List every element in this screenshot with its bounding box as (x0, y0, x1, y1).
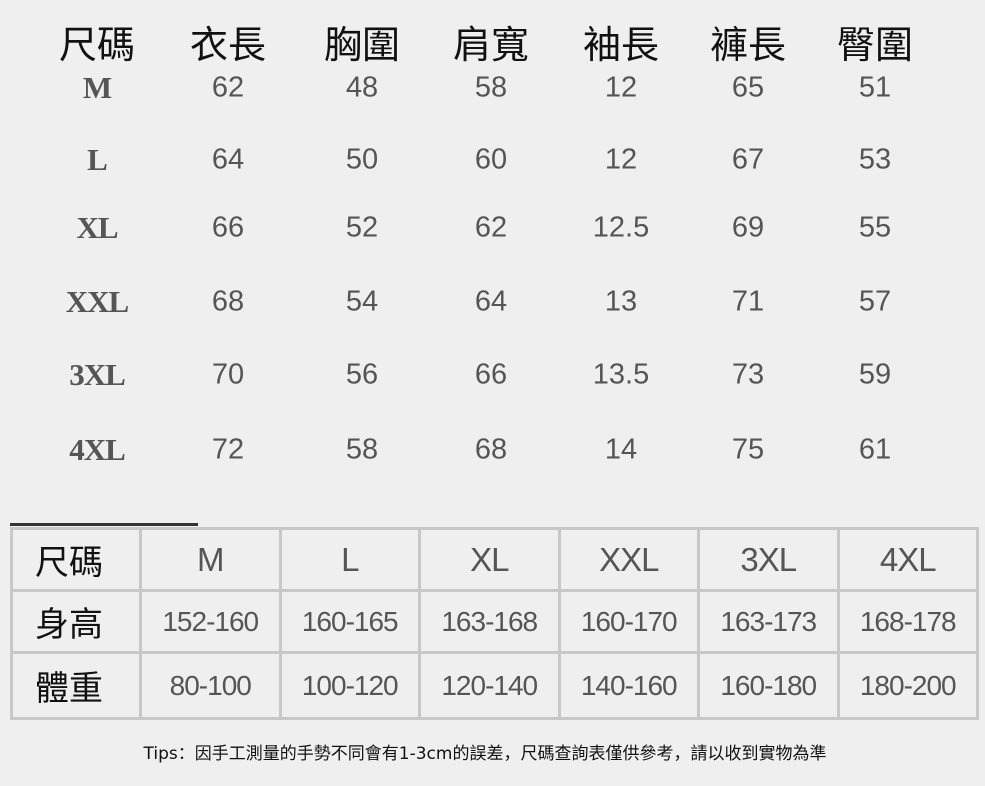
measurement-value: 75 (731, 433, 765, 466)
measurement-value: 70 (211, 358, 245, 391)
measurement-value: 73 (731, 358, 765, 391)
measurement-value: 62 (474, 211, 508, 244)
size-cell: XL (418, 527, 561, 592)
measurement-value: 13 (604, 285, 638, 318)
measurement-value: 60 (474, 143, 508, 176)
measurement-value: 64 (211, 143, 245, 176)
measurement-value: 14 (604, 433, 638, 466)
column-header: 尺碼 (58, 23, 136, 67)
size-label: 3XL (69, 357, 126, 392)
measurement-value: 71 (731, 285, 765, 318)
size-cell: XXL (557, 527, 700, 592)
measurement-value: 48 (345, 71, 379, 104)
measurement-value: 58 (474, 71, 508, 104)
measurement-value: 58 (345, 433, 379, 466)
size-label: 尺碼 (10, 527, 142, 592)
weight-label: 體重 (10, 651, 142, 720)
size-cell: M (139, 527, 282, 592)
measurement-value: 52 (345, 211, 379, 244)
weight-cell: 160-180 (697, 651, 840, 720)
column-header: 臀圍 (836, 23, 914, 67)
measurement-value: 59 (858, 358, 892, 391)
measurement-value: 54 (345, 285, 379, 318)
weight-cell: 100-120 (278, 651, 421, 720)
measurement-value: 55 (858, 211, 892, 244)
measurement-value: 65 (731, 71, 765, 104)
measurement-value: 72 (211, 433, 245, 466)
height-row: 身高 152-160 160-165 163-168 160-170 163-1… (10, 589, 979, 654)
measurement-value: 12.5 (592, 211, 650, 244)
size-label: XL (76, 210, 118, 245)
weight-cell: 80-100 (139, 651, 282, 720)
measurement-value: 50 (345, 143, 379, 176)
size-label: L (87, 142, 108, 177)
height-label: 身高 (10, 589, 142, 654)
height-cell: 163-173 (697, 589, 840, 654)
measurement-value: 68 (211, 285, 245, 318)
measurement-value: 53 (858, 143, 892, 176)
height-cell: 152-160 (139, 589, 282, 654)
measurement-value: 12 (604, 143, 638, 176)
weight-row: 體重 80-100 100-120 120-140 140-160 160-18… (10, 651, 979, 720)
size-cell: L (278, 527, 421, 592)
weight-cell: 180-200 (836, 651, 979, 720)
weight-cell: 140-160 (557, 651, 700, 720)
height-cell: 160-165 (278, 589, 421, 654)
column-header: 袖長 (582, 23, 660, 67)
measurement-value: 13.5 (592, 358, 650, 391)
height-cell: 163-168 (418, 589, 561, 654)
measurement-value: 66 (474, 358, 508, 391)
size-cell: 3XL (697, 527, 840, 592)
measurement-value: 66 (211, 211, 245, 244)
column-header: 肩寬 (452, 23, 530, 67)
measurement-value: 57 (858, 285, 892, 318)
measurement-value: 56 (345, 358, 379, 391)
column-header: 胸圍 (323, 23, 401, 67)
measurement-value: 69 (731, 211, 765, 244)
column-header: 衣長 (189, 23, 267, 67)
size-label: XXL (65, 284, 129, 319)
height-weight-table: 尺碼 M L XL XXL 3XL 4XL 身高 152-160 160-165… (10, 527, 979, 720)
size-row: 尺碼 M L XL XXL 3XL 4XL (10, 527, 979, 592)
weight-cell: 120-140 (418, 651, 561, 720)
measurement-value: 62 (211, 71, 245, 104)
measurement-value: 12 (604, 71, 638, 104)
measurement-value: 61 (858, 433, 892, 466)
size-label: M (82, 70, 112, 105)
measurement-value: 64 (474, 285, 508, 318)
size-label: 4XL (69, 432, 126, 467)
measurement-value: 51 (858, 71, 892, 104)
tips-note: Tips：因手工測量的手勢不同會有1-3cm的誤差，尺碼查詢表僅供參考，請以收到… (143, 744, 827, 764)
column-header: 褲長 (709, 23, 787, 67)
measurement-value: 67 (731, 143, 765, 176)
measurement-value: 68 (474, 433, 508, 466)
height-cell: 160-170 (557, 589, 700, 654)
divider-line (10, 523, 198, 526)
height-cell: 168-178 (836, 589, 979, 654)
size-cell: 4XL (836, 527, 979, 592)
